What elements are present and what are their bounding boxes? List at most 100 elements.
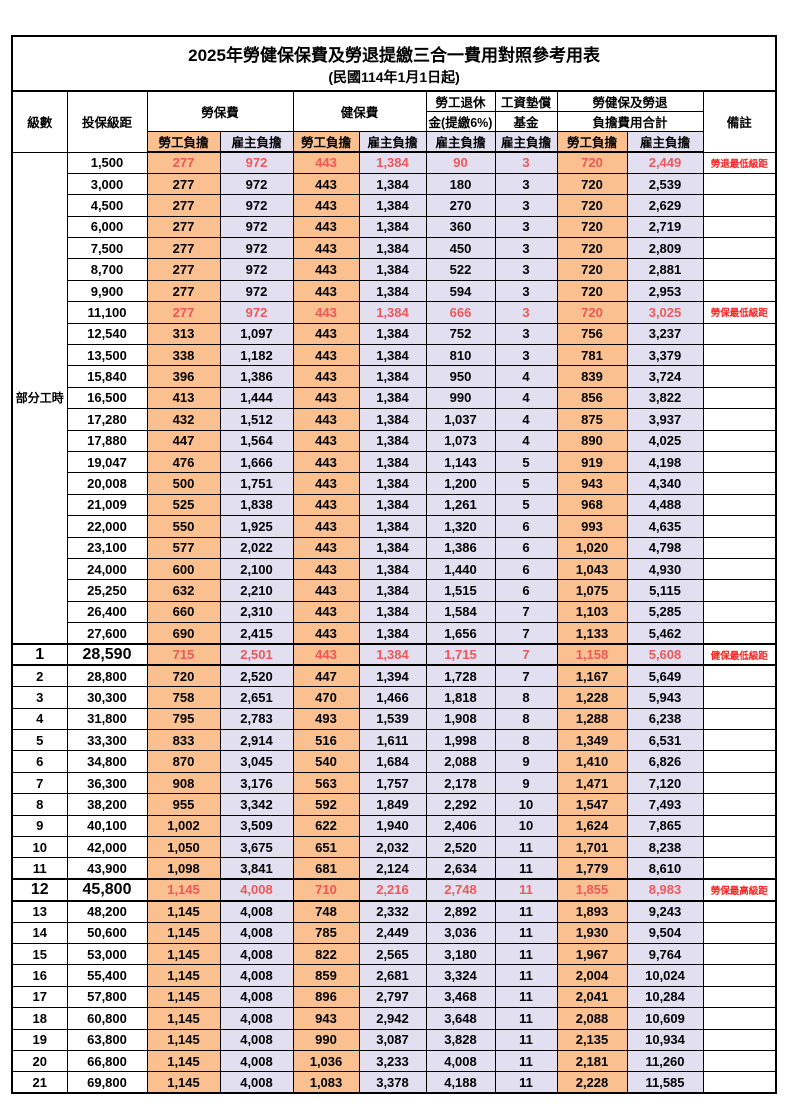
- pension-employer-cell: 1,440: [425, 557, 496, 581]
- remark-cell: [702, 985, 777, 1009]
- health-employee-cell: 443: [292, 515, 360, 538]
- bracket-cell: 12,540: [66, 322, 148, 346]
- health-employee-cell: 822: [292, 942, 360, 966]
- pension-employer-cell: 666: [425, 301, 496, 324]
- pension-employer-cell: 990: [425, 386, 496, 410]
- total-employer-cell: 8,983: [626, 878, 704, 902]
- total-employer-cell: 5,943: [626, 686, 704, 709]
- health-employee-cell: 859: [292, 964, 360, 987]
- bracket-cell: 6,000: [66, 215, 148, 239]
- total-employee-cell: 1,075: [556, 579, 628, 602]
- total-employer-cell: 7,493: [626, 793, 704, 816]
- health-employee-cell: 443: [292, 322, 360, 346]
- table-row: 17,280 432 1,512 443 1,384 1,037 4 875 3,937: [12, 408, 777, 431]
- health-employer-cell: 1,384: [358, 215, 427, 239]
- health-employee-cell: 443: [292, 536, 360, 559]
- total-employer-cell: 5,115: [626, 579, 704, 602]
- pension-employer-cell: 3,468: [425, 985, 496, 1009]
- fund-employer-cell: 11: [494, 964, 558, 987]
- bracket-cell: 22,000: [66, 515, 148, 538]
- labor-employer-cell: 1,182: [219, 344, 294, 367]
- table-row: 15 53,000 1,145 4,008 822 2,565 3,180 11 1,967 9,…: [11, 942, 777, 966]
- labor-employer-cell: 972: [219, 258, 294, 281]
- table-row: 19,047 476 1,666 443 1,384 1,143 5 919 4,198: [12, 450, 777, 474]
- header-bracket: 投保級距: [66, 90, 148, 153]
- fund-employer-cell: 7: [494, 642, 558, 667]
- labor-employee-cell: 632: [146, 579, 221, 602]
- pension-employer-cell: 4,008: [425, 1049, 496, 1073]
- level-cell: 4: [11, 707, 68, 731]
- level-cell: 21: [11, 1071, 68, 1094]
- remark-cell: [702, 1071, 777, 1094]
- total-employee-cell: 1,930: [556, 921, 628, 944]
- health-employer-cell: 1,384: [358, 450, 427, 474]
- health-employer-cell: 1,384: [358, 151, 427, 174]
- labor-employee-cell: 500: [146, 472, 221, 495]
- pension-employer-cell: 3,324: [425, 964, 496, 987]
- health-employee-cell: 748: [292, 900, 360, 923]
- remark-cell: [702, 1049, 777, 1073]
- labor-employer-cell: 972: [219, 279, 294, 303]
- level-cell: 7: [11, 771, 68, 795]
- health-employee-cell: 681: [292, 857, 360, 880]
- labor-employer-cell: 972: [219, 215, 294, 239]
- bracket-cell: 38,200: [66, 793, 148, 816]
- health-employer-cell: 1,466: [358, 686, 427, 709]
- total-employee-cell: 720: [556, 237, 628, 260]
- header-wage-fund-line2: 基金: [494, 111, 558, 132]
- health-employee-cell: 990: [292, 1028, 360, 1051]
- table-row: 4,500 277 972 443 1,384 270 3 720 2,629: [12, 194, 777, 217]
- level-cell: 3: [11, 686, 68, 709]
- total-employer-cell: 2,629: [626, 194, 704, 217]
- health-employee-cell: 563: [292, 771, 360, 795]
- pension-employer-cell: 3,828: [425, 1028, 496, 1051]
- labor-employee-cell: 1,145: [146, 921, 221, 944]
- labor-employee-cell: 277: [146, 151, 221, 174]
- total-employer-cell: 2,539: [626, 172, 704, 196]
- table-row: 9 40,100 1,002 3,509 622 1,940 2,406 10 1,624 7,8…: [11, 814, 777, 838]
- health-employer-cell: 1,384: [358, 579, 427, 602]
- fund-employer-cell: 8: [494, 686, 558, 709]
- pension-employer-cell: 1,584: [425, 600, 496, 624]
- table-row: 8,700 277 972 443 1,384 522 3 720 2,881: [12, 258, 777, 281]
- health-employer-cell: 3,233: [358, 1049, 427, 1073]
- health-employee-cell: 785: [292, 921, 360, 944]
- health-employer-cell: 1,384: [358, 194, 427, 217]
- fund-employer-cell: 3: [494, 215, 558, 239]
- remark-cell: [702, 964, 777, 987]
- labor-employee-cell: 833: [146, 729, 221, 752]
- fund-employer-cell: 3: [494, 194, 558, 217]
- table-row: 5 33,300 833 2,914 516 1,611 1,998 8 1,349 6,531: [11, 729, 777, 752]
- labor-employer-cell: 1,838: [219, 493, 294, 517]
- total-employer-cell: 10,284: [626, 985, 704, 1009]
- total-employee-cell: 919: [556, 450, 628, 474]
- remark-cell: 勞保最低級距: [702, 301, 777, 324]
- total-employer-cell: 11,585: [626, 1071, 704, 1094]
- table-row: 21 69,800 1,145 4,008 1,083 3,378 4,188 11 2,228…: [11, 1071, 777, 1094]
- health-employer-cell: 2,942: [358, 1007, 427, 1030]
- table-body: 部分工時 1,500 277 972 443 1,384 90 3 720 2,449 勞退最低級距…: [11, 151, 777, 1094]
- page-subtitle: (民國114年1月1日起): [328, 68, 460, 85]
- fund-employer-cell: 3: [494, 151, 558, 174]
- remark-cell: [702, 942, 777, 966]
- bracket-cell: 40,100: [66, 814, 148, 838]
- total-employer-cell: 6,238: [626, 707, 704, 731]
- total-employer-cell: 3,822: [626, 386, 704, 410]
- labor-employee-cell: 908: [146, 771, 221, 795]
- labor-employee-cell: 277: [146, 237, 221, 260]
- health-employer-cell: 1,384: [358, 322, 427, 346]
- pension-employer-cell: 270: [425, 194, 496, 217]
- total-employee-cell: 1,349: [556, 729, 628, 752]
- bracket-cell: 48,200: [66, 900, 148, 923]
- labor-employer-cell: 2,415: [219, 622, 294, 645]
- health-employee-cell: 1,083: [292, 1071, 360, 1094]
- labor-employee-cell: 447: [146, 429, 221, 452]
- bracket-cell: 34,800: [66, 750, 148, 773]
- fund-employer-cell: 11: [494, 985, 558, 1009]
- remark-cell: [702, 750, 777, 773]
- total-employee-cell: 1,228: [556, 686, 628, 709]
- total-employer-cell: 11,260: [626, 1049, 704, 1073]
- health-employer-cell: 1,384: [358, 600, 427, 624]
- total-employer-cell: 7,120: [626, 771, 704, 795]
- total-employer-cell: 3,379: [626, 344, 704, 367]
